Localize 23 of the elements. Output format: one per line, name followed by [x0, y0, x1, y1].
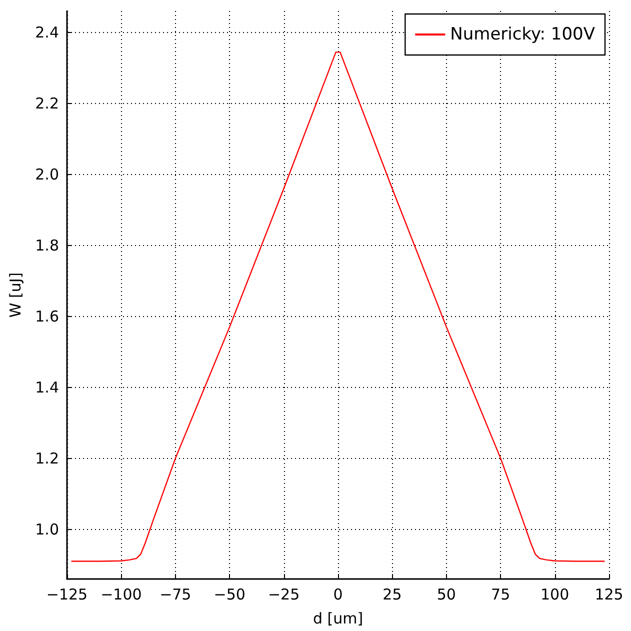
x-tick-label: −125 [46, 586, 88, 604]
x-tick-label: −100 [100, 586, 142, 604]
x-tick-label: 50 [436, 586, 456, 604]
x-tick-label: −50 [214, 586, 246, 604]
x-axis-title: d [um] [312, 610, 364, 628]
y-tick-label: 1.6 [35, 307, 59, 326]
y-tick-label: 1.4 [35, 378, 59, 396]
x-tick-label: −75 [160, 586, 192, 604]
x-tick-label: −25 [268, 586, 300, 604]
y-tick-label: 2.4 [35, 23, 59, 42]
y-tick-label: 1.2 [35, 449, 59, 468]
x-tick-label: 75 [491, 586, 510, 604]
line-series [70, 52, 606, 562]
y-axis-title: W [uJ] [6, 272, 24, 318]
x-tick-label: 0 [333, 586, 343, 604]
x-tick-label: 25 [382, 586, 402, 604]
y-tick-label: 1.8 [35, 236, 59, 254]
legend-label: Numericky: 100V [450, 24, 596, 44]
y-tick-label: 2.0 [35, 165, 59, 184]
y-tick-label: 1.0 [35, 520, 59, 538]
y-tick-label: 2.2 [35, 94, 59, 112]
x-tick-label: 100 [540, 586, 570, 604]
x-tick-label: 125 [594, 586, 624, 604]
